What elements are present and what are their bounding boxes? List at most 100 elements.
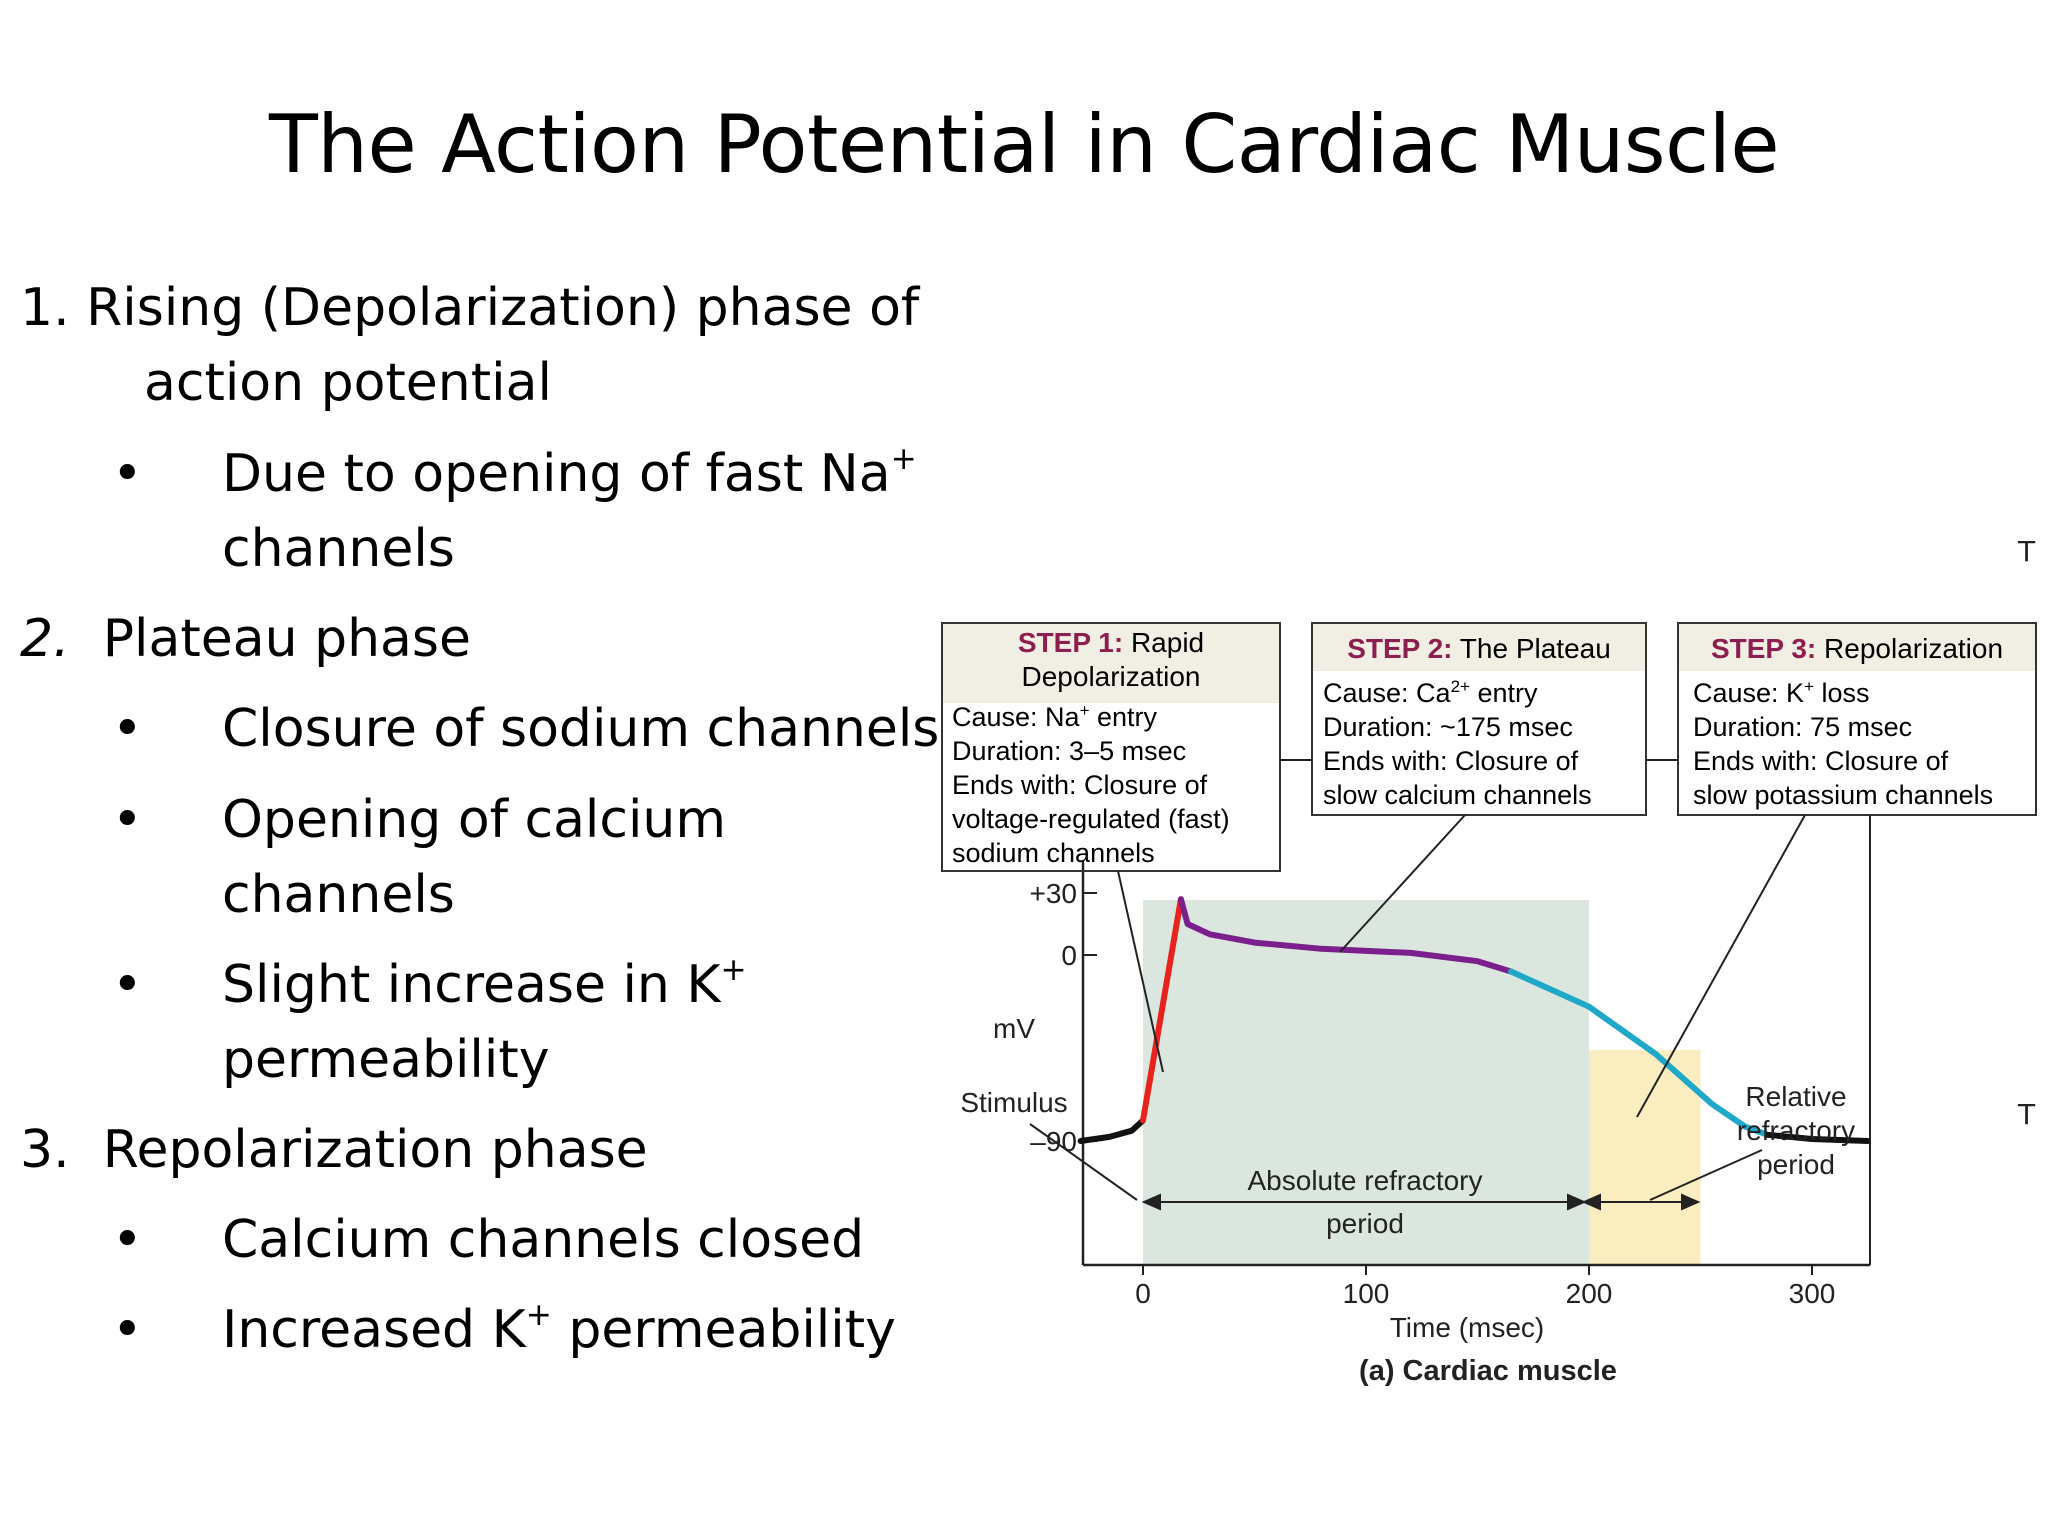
step1-title-b: Depolarization (1022, 661, 1201, 692)
step1-ends-a: Ends with: Closure of (952, 770, 1208, 800)
x-tick-label: 300 (1789, 1278, 1836, 1309)
relative-arrow-right (1681, 1193, 1701, 1211)
leader-lines (1029, 759, 1871, 1265)
step3-cause: Cause: K (1693, 678, 1804, 708)
step1-ends-c: sodium channels (952, 838, 1155, 868)
curve-segment-5 (1764, 1131, 1871, 1144)
absolute-refractory-region (1143, 900, 1589, 1265)
step1-title: Rapid (1131, 627, 1204, 658)
y-axis-label: mV (993, 1013, 1035, 1044)
step1-heading: STEP 1: (1018, 627, 1123, 658)
step2-heading: STEP 2: (1347, 633, 1452, 664)
sub-bullet-continuation: channels (222, 865, 455, 925)
absolute-arrow-left (1141, 1193, 1161, 1211)
list-item-label: Plateau phase (102, 609, 472, 669)
step2-cause-sup: 2+ (1451, 677, 1470, 696)
relative-refractory-label: Relative (1745, 1081, 1846, 1112)
curve-segment-1 (1077, 1117, 1146, 1144)
step3-cause-sup: + (1804, 677, 1814, 696)
svg-text:Cause: K+ loss: Cause: K+ loss (1693, 677, 1870, 708)
step2-ends-b: slow calcium channels (1323, 780, 1592, 810)
bullet-dot: • (112, 955, 143, 1015)
step2-leader (1339, 814, 1466, 953)
curve-segment-4 (1508, 968, 1771, 1138)
step2-cause-post: entry (1470, 678, 1538, 708)
step3-ends-b: slow potassium channels (1693, 780, 1993, 810)
bullet-superscript: + (890, 441, 917, 478)
sub-bullet: Due to opening of fast Na+ (222, 444, 917, 504)
svg-text:STEP 2: The Plateau: STEP 2: The Plateau (1347, 633, 1611, 664)
step3-ends-a: Ends with: Closure of (1693, 746, 1949, 776)
list-item-continuation: action potential (144, 353, 552, 413)
step1-cause: Cause: Na (952, 702, 1081, 732)
sub-bullet-continuation: permeability (222, 1030, 550, 1090)
y-tick-label: +30 (1030, 878, 1078, 909)
list-item-1: 1. Rising (Depolarization) phase of (20, 278, 920, 338)
step2-cause: Cause: Ca (1323, 678, 1452, 708)
y-tick-label: 0 (1061, 940, 1077, 971)
curve-segment-3 (1177, 896, 1514, 975)
stimulus-leader (1029, 1123, 1138, 1201)
bullet-dot: • (112, 699, 143, 759)
list-item-3: 3. Repolarization phase (20, 1120, 648, 1180)
list-item-label: Repolarization phase (102, 1120, 648, 1180)
axis-ticks: 0 100 200 300+300–90 (1030, 878, 1836, 1309)
bullet-text: permeability (551, 1300, 896, 1360)
step3-box: STEP 3: Repolarization Cause: K+ loss Du… (1677, 622, 2037, 816)
step3-cause-post: loss (1814, 678, 1870, 708)
x-tick-label: 0 (1135, 1278, 1151, 1309)
figure-caption: (a) Cardiac muscle (1359, 1355, 1617, 1387)
refractory-arrows (1141, 1193, 1701, 1211)
step1-cause-post: entry (1090, 702, 1158, 732)
svg-text:Cause: Na+ entry: Cause: Na+ entry (952, 701, 1158, 732)
absolute-arrow-right (1567, 1193, 1587, 1211)
step1-cause-sup: + (1080, 701, 1090, 720)
list-item-2: 2. Plateau phase (20, 609, 472, 669)
relative-refractory-region (1589, 1050, 1701, 1265)
sub-bullet: Opening of calcium (222, 790, 727, 850)
list-number: 2. (20, 609, 70, 669)
x-tick-label: 100 (1343, 1278, 1390, 1309)
step2-duration: Duration: ~175 msec (1323, 712, 1573, 742)
step2-title: The Plateau (1460, 633, 1611, 664)
bullet-text: Increased K (222, 1300, 526, 1360)
chart-axes (1081, 860, 1870, 1267)
bullet-dot: • (112, 1300, 143, 1360)
action-potential-curve (1077, 896, 1871, 1144)
sub-bullet: Calcium channels closed (222, 1210, 865, 1270)
relative-refractory-label-c: period (1757, 1149, 1835, 1180)
stimulus-label: Stimulus (960, 1087, 1067, 1118)
bullet-list: 1. Rising (Depolarization) phase of acti… (0, 0, 940, 1400)
sub-bullet: Increased K+ permeability (222, 1300, 896, 1360)
svg-text:STEP 1: Rapid: STEP 1: Rapid (1018, 627, 1204, 658)
bullet-dot: • (112, 444, 143, 504)
step1-ends-b: voltage-regulated (fast) (952, 804, 1230, 834)
bullet-superscript: + (720, 952, 747, 989)
absolute-refractory-label: Absolute refractory (1248, 1165, 1483, 1196)
svg-text:Cause: Ca2+ entry: Cause: Ca2+ entry (1323, 677, 1538, 708)
sub-bullet: Slight increase in K+ (222, 955, 747, 1014)
list-item-label: Rising (Depolarization) phase of (86, 278, 920, 338)
relative-leader (1649, 1149, 1763, 1201)
sub-bullet: Closure of sodium channels (222, 699, 940, 759)
step2-box: STEP 2: The Plateau Cause: Ca2+ entry Du… (1311, 622, 1647, 816)
step3-duration: Duration: 75 msec (1693, 712, 1912, 742)
bullet-text: Due to opening of fast Na (222, 444, 891, 504)
step1-box: STEP 1: Rapid Depolarization Cause: Na+ … (941, 622, 1281, 872)
stray-mark: T (2018, 535, 2036, 568)
relative-arrow-left (1581, 1193, 1601, 1211)
stray-mark: T (2018, 1098, 2036, 1131)
step3-leader (1636, 814, 1806, 1118)
step3-heading: STEP 3: (1711, 633, 1816, 664)
page-title: The Action Potential in Cardiac Muscle (268, 98, 1780, 191)
bullet-superscript: + (525, 1297, 552, 1334)
relative-refractory-label-b: refractory (1737, 1115, 1855, 1146)
list-number: 1. (20, 278, 70, 338)
curve-segment-2 (1140, 896, 1184, 1124)
list-number: 3. (20, 1120, 70, 1180)
step2-ends-a: Ends with: Closure of (1323, 746, 1579, 776)
sub-bullet-continuation: channels (222, 519, 455, 579)
x-tick-label: 200 (1566, 1278, 1613, 1309)
step3-title: Repolarization (1824, 633, 2003, 664)
